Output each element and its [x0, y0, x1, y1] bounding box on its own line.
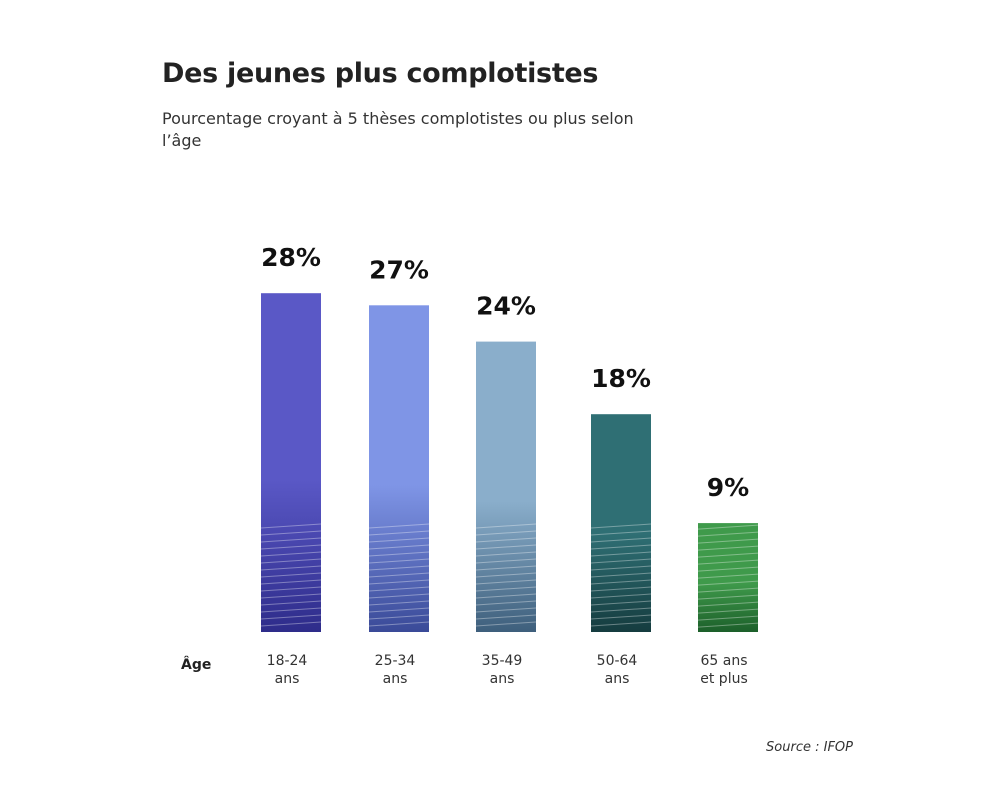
- bar-2: [369, 305, 429, 632]
- bar-5: [698, 523, 758, 632]
- value-label-1: 28%: [261, 243, 321, 272]
- bar-texture-3: [475, 523, 537, 627]
- category-label-5-line-1: 65 ans: [700, 653, 747, 669]
- category-label-5-line-2: et plus: [700, 671, 748, 687]
- chart-title: Des jeunes plus complotistes: [162, 58, 599, 89]
- value-label-2: 27%: [369, 255, 429, 284]
- category-label-4-line-1: 50-64: [597, 653, 638, 669]
- category-label-1-line-2: ans: [275, 671, 300, 687]
- chart-subtitle: Pourcentage croyant à 5 thèses complotis…: [162, 109, 634, 150]
- labels-layer: 28% 18-24 ans 27% 25-34 ans 24% 35-49 ans 18% 50-6…: [261, 243, 749, 687]
- bar-texture-2: [368, 523, 430, 627]
- bar-texture-4: [590, 523, 652, 627]
- source-note: Source : IFOP: [766, 740, 853, 755]
- category-label-1-line-1: 18-24: [267, 653, 308, 669]
- category-label-3-line-1: 35-49: [482, 653, 523, 669]
- bar-texture-1: [260, 523, 322, 627]
- category-label-3-line-2: ans: [490, 671, 515, 687]
- value-label-3: 24%: [476, 292, 536, 321]
- value-label-4: 18%: [591, 364, 651, 393]
- value-label-5: 9%: [707, 473, 749, 502]
- x-axis-title: Âge: [181, 656, 211, 673]
- category-label-4-line-2: ans: [605, 671, 630, 687]
- category-label-2-line-2: ans: [383, 671, 408, 687]
- bar-1: [261, 293, 321, 632]
- bar-3: [476, 341, 536, 632]
- bar-texture-5: [697, 524, 759, 628]
- bar-4: [591, 414, 651, 632]
- bars-layer: [260, 293, 759, 632]
- category-label-2-line-1: 25-34: [375, 653, 416, 669]
